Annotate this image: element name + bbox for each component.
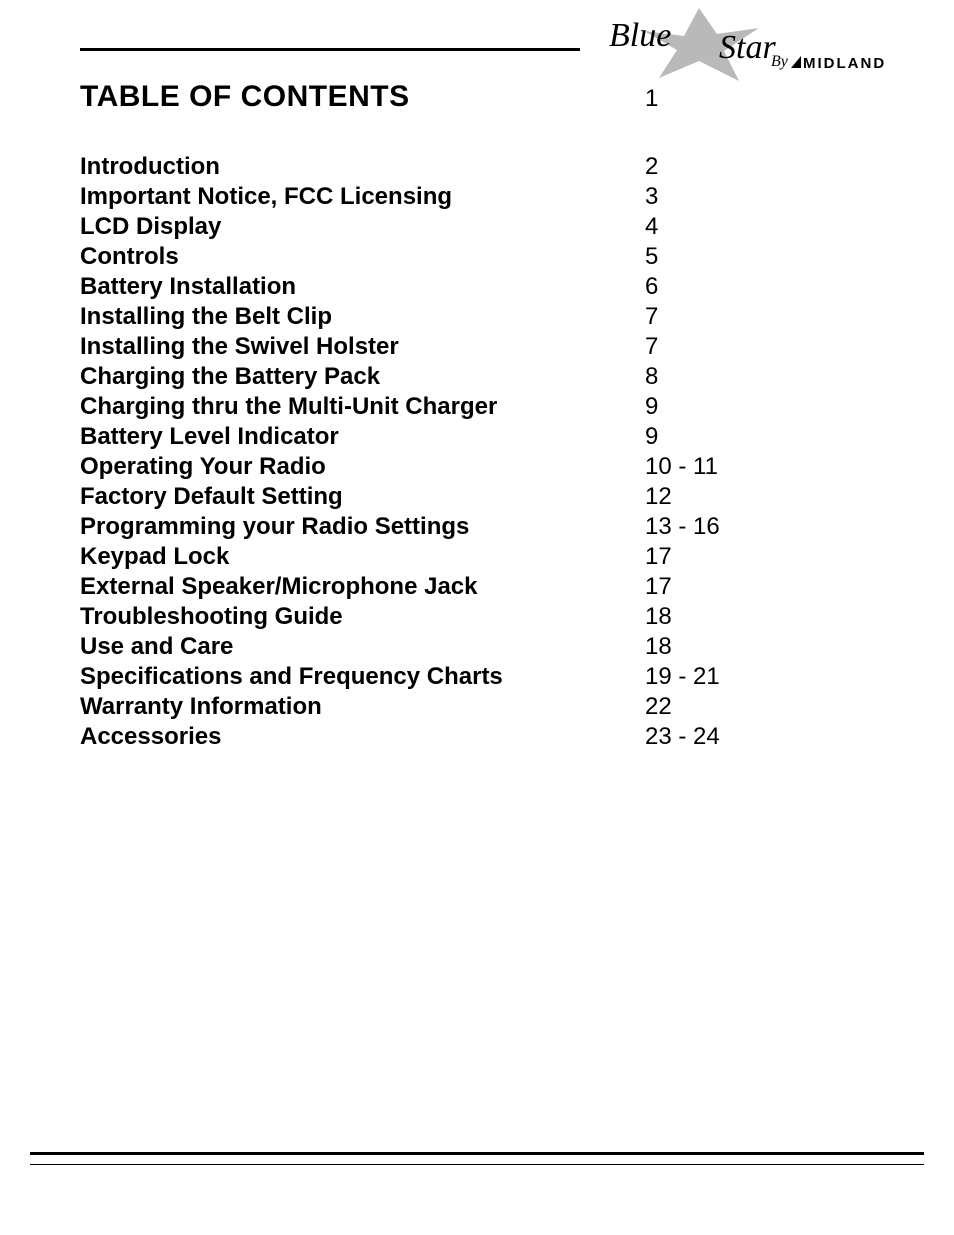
table-of-contents: Introduction2Important Notice, FCC Licen…: [80, 155, 800, 755]
toc-label: Charging thru the Multi-Unit Charger: [80, 395, 645, 419]
bottom-rule-thin: [30, 1164, 924, 1165]
toc-label: Installing the Belt Clip: [80, 305, 645, 329]
page-title-number: 1: [645, 85, 658, 113]
toc-label: Specifications and Frequency Charts: [80, 665, 645, 689]
toc-row: Battery Level Indicator9: [80, 425, 800, 449]
toc-page: 3: [645, 185, 658, 209]
toc-label: Battery Level Indicator: [80, 425, 645, 449]
toc-label: Factory Default Setting: [80, 485, 645, 509]
toc-page: 17: [645, 545, 672, 569]
toc-label: Keypad Lock: [80, 545, 645, 569]
toc-label: External Speaker/Microphone Jack: [80, 575, 645, 599]
brand-logo: Blue Star By MIDLAND: [589, 6, 889, 86]
toc-row: External Speaker/Microphone Jack17: [80, 575, 800, 599]
toc-page: 22: [645, 695, 672, 719]
toc-page: 17: [645, 575, 672, 599]
bottom-rule-thick: [30, 1152, 924, 1155]
toc-label: Accessories: [80, 725, 645, 749]
toc-page: 23 - 24: [645, 725, 720, 749]
toc-row: Keypad Lock17: [80, 545, 800, 569]
toc-page: 13 - 16: [645, 515, 720, 539]
toc-row: Programming your Radio Settings13 - 16: [80, 515, 800, 539]
toc-page: 7: [645, 335, 658, 359]
toc-page: 10 - 11: [645, 455, 718, 479]
toc-label: LCD Display: [80, 215, 645, 239]
toc-page: 12: [645, 485, 672, 509]
toc-row: Warranty Information22: [80, 695, 800, 719]
toc-label: Use and Care: [80, 635, 645, 659]
page-title: TABLE OF CONTENTS: [80, 80, 645, 114]
toc-page: 18: [645, 605, 672, 629]
toc-label: Programming your Radio Settings: [80, 515, 645, 539]
top-rule: [80, 48, 580, 51]
toc-label: Installing the Swivel Holster: [80, 335, 645, 359]
toc-label: Battery Installation: [80, 275, 645, 299]
page: Blue Star By MIDLAND TABLE OF CONTENTS 1…: [0, 0, 954, 1235]
midland-triangle-icon: [791, 56, 801, 68]
toc-page: 6: [645, 275, 658, 299]
logo-text-star: Star: [719, 29, 776, 66]
toc-label: Troubleshooting Guide: [80, 605, 645, 629]
logo-text-brand: MIDLAND: [803, 55, 886, 72]
toc-row: Controls5: [80, 245, 800, 269]
toc-row: Introduction2: [80, 155, 800, 179]
toc-row: Factory Default Setting12: [80, 485, 800, 509]
toc-row: Accessories23 - 24: [80, 725, 800, 749]
toc-label: Controls: [80, 245, 645, 269]
logo-svg: Blue Star By MIDLAND: [589, 6, 889, 86]
toc-label: Warranty Information: [80, 695, 645, 719]
title-row: TABLE OF CONTENTS 1: [80, 80, 800, 114]
toc-row: Troubleshooting Guide18: [80, 605, 800, 629]
toc-page: 18: [645, 635, 672, 659]
toc-row: Specifications and Frequency Charts19 - …: [80, 665, 800, 689]
toc-row: Battery Installation6: [80, 275, 800, 299]
logo-text-by: By: [771, 53, 789, 70]
toc-page: 8: [645, 365, 658, 389]
toc-page: 5: [645, 245, 658, 269]
toc-row: LCD Display4: [80, 215, 800, 239]
toc-page: 19 - 21: [645, 665, 720, 689]
toc-page: 4: [645, 215, 658, 239]
toc-page: 7: [645, 305, 658, 329]
toc-page: 9: [645, 395, 658, 419]
toc-label: Charging the Battery Pack: [80, 365, 645, 389]
toc-row: Charging the Battery Pack8: [80, 365, 800, 389]
toc-row: Installing the Belt Clip7: [80, 305, 800, 329]
toc-row: Operating Your Radio10 - 11: [80, 455, 800, 479]
toc-row: Important Notice, FCC Licensing3: [80, 185, 800, 209]
toc-row: Use and Care18: [80, 635, 800, 659]
toc-label: Introduction: [80, 155, 645, 179]
toc-label: Operating Your Radio: [80, 455, 645, 479]
logo-text-blue: Blue: [609, 17, 671, 54]
toc-page: 9: [645, 425, 658, 449]
toc-row: Charging thru the Multi-Unit Charger9: [80, 395, 800, 419]
toc-page: 2: [645, 155, 658, 179]
toc-row: Installing the Swivel Holster7: [80, 335, 800, 359]
toc-label: Important Notice, FCC Licensing: [80, 185, 645, 209]
